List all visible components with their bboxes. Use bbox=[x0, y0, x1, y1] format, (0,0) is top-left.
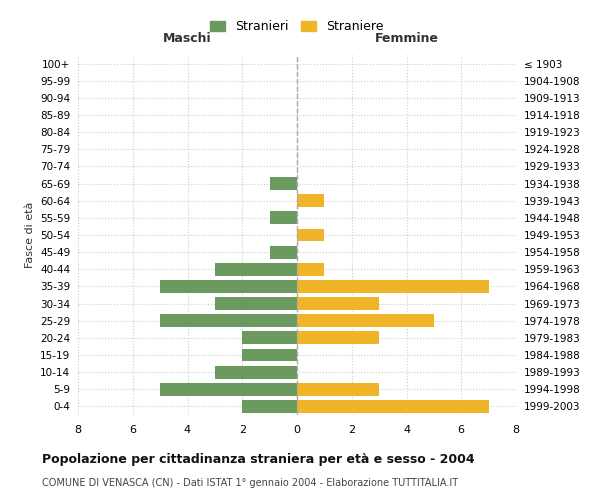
Text: Popolazione per cittadinanza straniera per età e sesso - 2004: Popolazione per cittadinanza straniera p… bbox=[42, 452, 475, 466]
Text: Maschi: Maschi bbox=[163, 32, 212, 44]
Bar bbox=[297, 263, 325, 276]
Bar bbox=[269, 246, 297, 258]
Bar bbox=[160, 280, 297, 293]
Bar bbox=[297, 194, 325, 207]
Bar bbox=[242, 400, 297, 413]
Bar bbox=[269, 212, 297, 224]
Bar bbox=[297, 332, 379, 344]
Bar bbox=[160, 314, 297, 327]
Text: COMUNE DI VENASCA (CN) - Dati ISTAT 1° gennaio 2004 - Elaborazione TUTTITALIA.IT: COMUNE DI VENASCA (CN) - Dati ISTAT 1° g… bbox=[42, 478, 458, 488]
Legend: Stranieri, Straniere: Stranieri, Straniere bbox=[205, 16, 389, 38]
Bar bbox=[215, 366, 297, 378]
Bar bbox=[297, 314, 434, 327]
Bar bbox=[242, 348, 297, 362]
Bar bbox=[269, 177, 297, 190]
Bar bbox=[297, 228, 325, 241]
Bar bbox=[297, 400, 488, 413]
Bar bbox=[242, 332, 297, 344]
Bar bbox=[215, 297, 297, 310]
Y-axis label: Anni di nascita: Anni di nascita bbox=[597, 194, 600, 276]
Bar bbox=[215, 263, 297, 276]
Bar bbox=[297, 383, 379, 396]
Bar bbox=[297, 280, 488, 293]
Y-axis label: Fasce di età: Fasce di età bbox=[25, 202, 35, 268]
Bar bbox=[297, 297, 379, 310]
Text: Femmine: Femmine bbox=[374, 32, 439, 44]
Bar bbox=[160, 383, 297, 396]
